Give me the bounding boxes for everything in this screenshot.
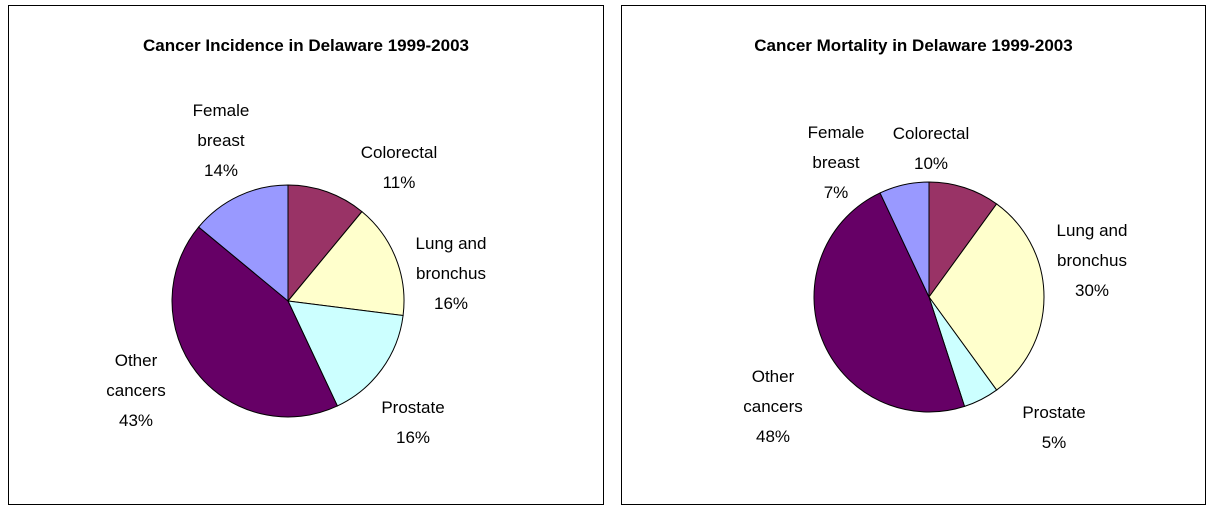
slice-label: Other cancers 43% [91,346,181,436]
chart-panel: Cancer Incidence in Delaware 1999-2003 Co… [8,5,604,505]
pie-slice [287,300,404,407]
value-label: 5% [1041,433,1067,452]
pie-slice [813,192,966,413]
value-label: 14% [203,161,239,180]
category-label: Lung and bronchus [1056,221,1128,270]
pie [813,181,1045,413]
chart-title: Cancer Mortality in Delaware 1999-2003 [754,36,1073,55]
category-label: Other cancers [743,367,803,416]
category-label: Female breast [192,101,250,150]
chart-title: Cancer Incidence in Delaware 1999-2003 [142,36,469,55]
pie-slice [928,181,998,299]
category-label: Prostate [1022,403,1086,422]
value-label: 30% [1074,281,1110,300]
value-label: 48% [755,427,791,446]
category-label: Prostate [381,398,445,417]
pie-slice [928,203,1045,391]
value-label: 43% [118,411,154,430]
pie-slice [197,184,289,303]
slice-label: Female breast 7% [791,118,881,208]
category-label: Other cancers [106,351,166,400]
category-label: Lung and bronchus [415,234,487,283]
category-label: Colorectal [360,143,438,162]
value-label: 10% [913,154,949,173]
category-label: Female breast [807,123,865,172]
slice-label: Colorectal 10% [886,119,976,179]
slice-label: Prostate 16% [368,393,458,453]
pie-slice [879,181,930,298]
value-label: 11% [382,173,416,192]
slice-label: Female breast 14% [176,96,266,186]
slice-label: Other cancers 48% [728,362,818,452]
pie-slice [287,210,405,317]
slice-label: Prostate 5% [1009,398,1099,458]
pie [171,184,405,418]
pie-slice [171,226,339,418]
slice-label: Lung and bronchus 30% [1047,216,1137,306]
value-label: 16% [433,294,469,313]
slice-label: Colorectal 11% [354,138,444,198]
value-label: 16% [395,428,431,447]
value-label: 7% [823,183,849,202]
category-label: Colorectal [892,124,970,143]
slice-label: Lung and bronchus 16% [406,229,496,319]
chart-panel: Cancer Mortality in Delaware 1999-2003 Co… [621,5,1206,505]
pie-slice [287,184,363,303]
